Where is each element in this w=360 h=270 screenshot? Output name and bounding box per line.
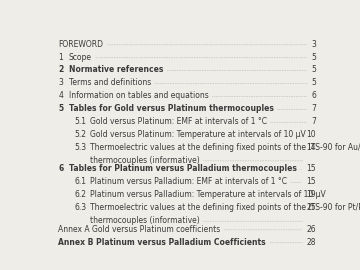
Text: 28: 28	[307, 238, 316, 247]
Text: 5.3: 5.3	[74, 143, 86, 152]
Text: 7: 7	[311, 117, 316, 126]
Text: Platinum versus Palladium: EMF at intervals of 1 °C: Platinum versus Palladium: EMF at interv…	[90, 177, 287, 186]
Text: Normative references: Normative references	[69, 65, 163, 75]
Text: 5: 5	[311, 53, 316, 62]
Text: Scope: Scope	[69, 53, 92, 62]
Text: Thermoelectric values at the defining fixed points of the ITS-90 for Pt/Pd: Thermoelectric values at the defining fi…	[90, 203, 360, 212]
Text: Tables for Platinum versus Palladium thermocouples: Tables for Platinum versus Palladium the…	[69, 164, 297, 173]
Text: 4: 4	[58, 91, 63, 100]
Text: 5: 5	[311, 65, 316, 75]
Text: 6.3: 6.3	[74, 203, 86, 212]
Text: Information on tables and equations: Information on tables and equations	[69, 91, 208, 100]
Text: Thermoelectric values at the defining fixed points of the ITS-90 for Au/Pt: Thermoelectric values at the defining fi…	[90, 143, 360, 152]
Text: FOREWORD: FOREWORD	[58, 40, 103, 49]
Text: Annex B Platinum versus Palladium Coefficients: Annex B Platinum versus Palladium Coeffi…	[58, 238, 266, 247]
Text: Platinum versus Palladium: Temperature at intervals of 10 μV: Platinum versus Palladium: Temperature a…	[90, 190, 325, 199]
Text: 5.2: 5.2	[74, 130, 86, 139]
Text: 15: 15	[307, 164, 316, 173]
Text: 6: 6	[311, 91, 316, 100]
Text: 5.1: 5.1	[74, 117, 86, 126]
Text: thermocouples (informative): thermocouples (informative)	[90, 216, 199, 225]
Text: 19: 19	[307, 190, 316, 199]
Text: 7: 7	[311, 104, 316, 113]
Text: thermocouples (informative): thermocouples (informative)	[90, 156, 199, 165]
Text: 5: 5	[58, 104, 63, 113]
Text: Annex A Gold versus Platinum coefficients: Annex A Gold versus Platinum coefficient…	[58, 225, 221, 234]
Text: 14: 14	[307, 143, 316, 152]
Text: 10: 10	[307, 130, 316, 139]
Text: 3: 3	[58, 78, 63, 87]
Text: 1: 1	[58, 53, 63, 62]
Text: 6.2: 6.2	[74, 190, 86, 199]
Text: thermocouples (informative): thermocouples (informative)	[90, 156, 199, 165]
Text: 6: 6	[58, 164, 64, 173]
Text: Tables for Gold versus Platinum thermocouples: Tables for Gold versus Platinum thermoco…	[69, 104, 274, 113]
Text: 6.1: 6.1	[74, 177, 86, 186]
Text: 5: 5	[311, 78, 316, 87]
Text: Terms and definitions: Terms and definitions	[69, 78, 151, 87]
Text: Gold versus Platinum: EMF at intervals of 1 °C: Gold versus Platinum: EMF at intervals o…	[90, 117, 267, 126]
Text: 2: 2	[58, 65, 64, 75]
Text: thermocouples (informative): thermocouples (informative)	[90, 216, 199, 225]
Text: 25: 25	[307, 203, 316, 212]
Text: 26: 26	[307, 225, 316, 234]
Text: 3: 3	[311, 40, 316, 49]
Text: Gold versus Platinum: Temperature at intervals of 10 μV: Gold versus Platinum: Temperature at int…	[90, 130, 305, 139]
Text: 15: 15	[307, 177, 316, 186]
